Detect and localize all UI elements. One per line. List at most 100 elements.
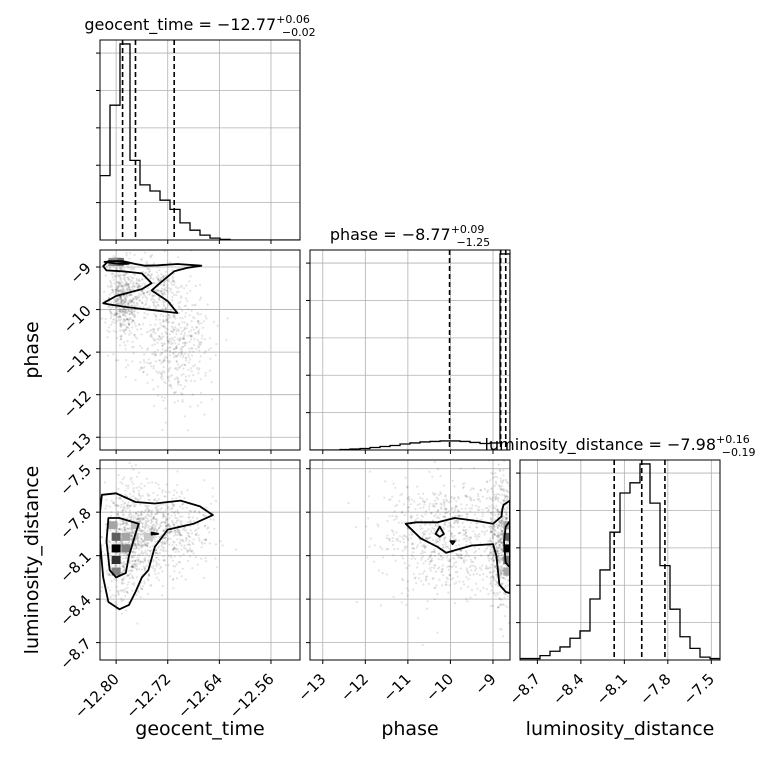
sample-point [118, 284, 121, 288]
sample-point [125, 272, 128, 275]
sample-point [128, 504, 131, 507]
sample-point [156, 494, 159, 497]
sample-point [165, 332, 168, 335]
sample-point [150, 328, 153, 332]
sample-point [122, 341, 125, 344]
sample-point [128, 309, 131, 312]
sample-point [178, 561, 182, 564]
sample-point [453, 521, 456, 525]
sample-point [167, 313, 170, 316]
sample-point [139, 560, 142, 563]
sample-point [196, 330, 199, 334]
sample-point [402, 537, 405, 541]
sample-point [147, 273, 150, 277]
sample-point [441, 568, 444, 571]
sample-point [146, 517, 149, 520]
sample-point [154, 549, 157, 552]
sample-point [165, 504, 168, 507]
sample-point [183, 332, 186, 335]
sample-point [174, 326, 177, 329]
sample-point [189, 535, 192, 539]
sample-point [144, 525, 148, 528]
sample-point [163, 495, 166, 498]
sample-point [177, 256, 180, 259]
sample-point [448, 573, 451, 577]
sample-point [116, 274, 119, 277]
sample-point [150, 365, 153, 368]
sample-point [122, 513, 125, 516]
sample-point [169, 329, 173, 332]
sample-point [124, 309, 127, 312]
sample-point [367, 517, 370, 520]
sample-point [120, 300, 123, 303]
sample-point [491, 536, 494, 540]
sample-point [171, 497, 174, 500]
sample-point [107, 544, 110, 547]
sample-point [190, 334, 193, 337]
sample-point [122, 582, 125, 585]
sample-point [146, 291, 149, 294]
sample-point [165, 279, 168, 282]
sample-point [193, 332, 196, 335]
sample-point [146, 246, 148, 248]
sample-point [465, 503, 468, 506]
sample-point [125, 272, 128, 275]
sample-point [454, 602, 457, 605]
y-tick-label: −7.8 [56, 504, 94, 542]
sample-point [122, 295, 125, 298]
sample-point [464, 533, 467, 536]
sample-point [195, 366, 198, 370]
sample-point [165, 525, 168, 528]
sample-point [141, 296, 144, 299]
sample-point [180, 548, 183, 551]
sample-point [423, 533, 426, 536]
sample-point [144, 543, 147, 546]
sample-point [113, 298, 116, 301]
sample-point [499, 480, 502, 483]
sample-point [143, 511, 146, 514]
sample-point [174, 350, 177, 354]
sample-point [465, 494, 468, 497]
sample-point [117, 302, 120, 305]
sample-point [196, 338, 199, 342]
sample-point [408, 506, 411, 509]
sample-point [117, 290, 120, 293]
sample-point [157, 578, 160, 582]
sample-point [412, 551, 415, 554]
sample-point [177, 529, 180, 532]
sample-point [470, 507, 473, 510]
sample-point [455, 565, 458, 569]
sample-point [154, 338, 157, 342]
sample-point [450, 535, 453, 538]
sample-point [130, 533, 133, 537]
sample-point [200, 341, 203, 344]
sample-point [436, 498, 439, 501]
sample-point [125, 522, 128, 526]
sample-point [168, 508, 171, 511]
sample-point [178, 541, 181, 544]
sample-point [107, 305, 110, 308]
sample-point [501, 532, 504, 536]
sample-point [433, 598, 436, 601]
sample-point [132, 566, 135, 569]
sample-point [177, 329, 180, 332]
sample-point [511, 478, 513, 480]
sample-point [176, 353, 179, 357]
sample-point [445, 545, 448, 548]
sample-point [490, 540, 493, 543]
sample-point [175, 328, 178, 331]
sample-point [503, 510, 506, 514]
sample-point [157, 558, 160, 561]
sample-point [458, 531, 461, 535]
sample-point [174, 531, 177, 535]
sample-point [499, 519, 502, 522]
contour-line [102, 260, 203, 314]
sample-point [421, 643, 424, 647]
sample-point [435, 502, 438, 505]
sample-point [116, 312, 119, 315]
sample-point [177, 531, 180, 534]
sample-point [500, 529, 503, 533]
sample-point [121, 303, 124, 306]
sample-point [131, 569, 134, 572]
sample-point [111, 318, 115, 321]
